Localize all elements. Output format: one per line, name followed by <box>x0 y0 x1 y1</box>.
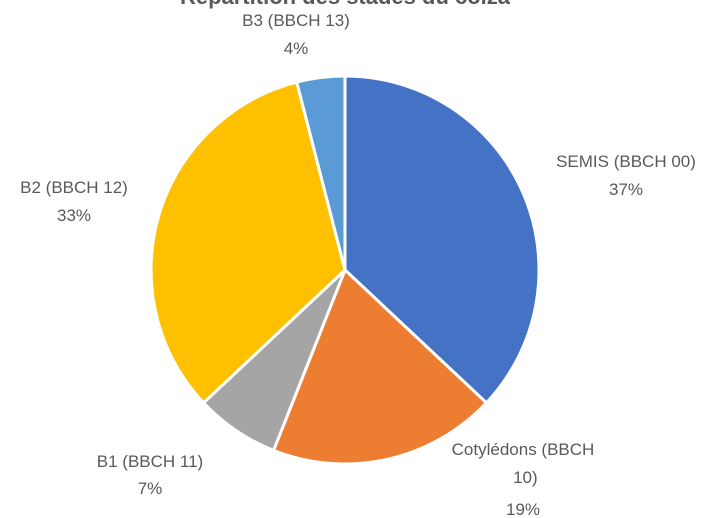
slice-percent-cotyledons: 19% <box>506 500 540 518</box>
slice-percent-b2: 33% <box>57 206 91 225</box>
slice-label-b3: B3 (BBCH 13) <box>242 11 350 30</box>
slice-percent-semis: 37% <box>609 180 643 199</box>
slice-label-b2: B2 (BBCH 12) <box>20 178 128 197</box>
pie-slices <box>149 74 541 466</box>
slice-percent-b1: 7% <box>138 479 163 498</box>
slice-label-cotyledons: Cotylédons (BBCH 10) <box>452 440 595 487</box>
chart-title: Répartition des stades du colza <box>180 0 511 9</box>
pie-slice-0 <box>343 74 541 405</box>
slice-percent-b3: 4% <box>284 39 309 58</box>
slice-label-b1: B1 (BBCH 11) <box>97 452 203 471</box>
pie-slice-4 <box>295 74 347 272</box>
slice-label-semis: SEMIS (BBCH 00) <box>556 152 696 171</box>
pie-slice-3 <box>149 80 347 405</box>
slice-labels: SEMIS (BBCH 00) 37% Cotylédons (BBCH 10)… <box>20 11 696 518</box>
